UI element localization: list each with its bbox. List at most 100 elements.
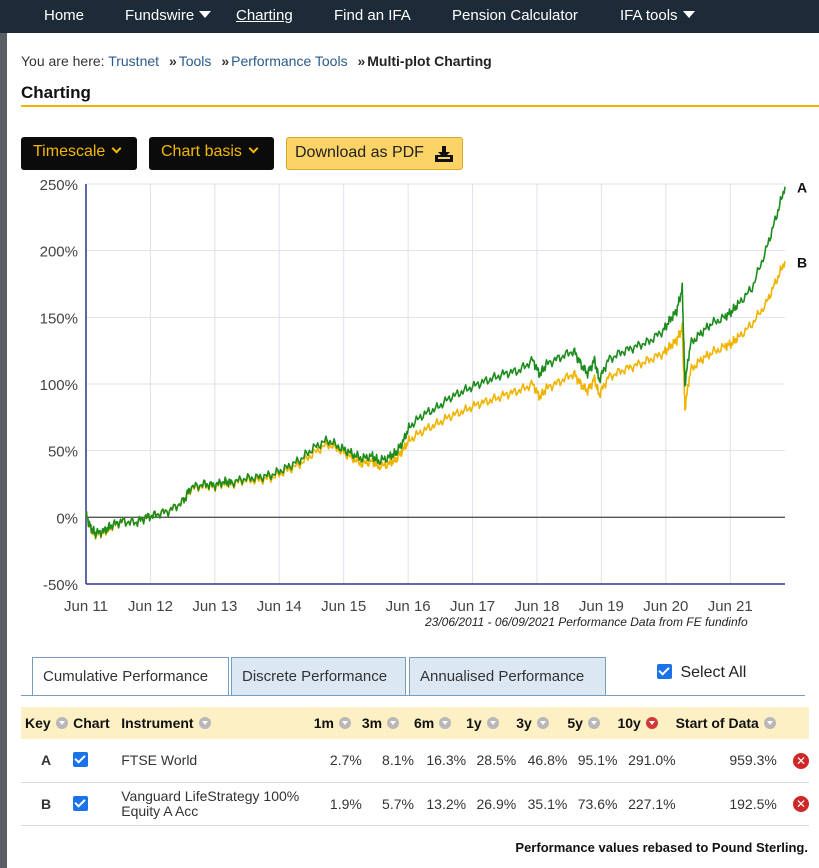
breadcrumb-link-trustnet[interactable]: Trustnet — [108, 53, 160, 69]
col-1m-label: 1m — [313, 715, 334, 731]
row-instrument[interactable]: FTSE World — [121, 739, 314, 783]
nav-pension-calculator[interactable]: Pension Calculator — [452, 7, 578, 24]
chevron-down-icon — [248, 143, 259, 154]
row-instrument[interactable]: Vanguard LifeStrategy 100% Equity A Acc — [121, 782, 314, 826]
nav-home[interactable]: Home — [44, 7, 84, 24]
tab-annualised-performance[interactable]: Annualised Performance — [409, 657, 606, 696]
chart-grid — [85, 183, 785, 585]
row-3y: 46.8% — [516, 739, 568, 783]
row-chart-cell — [73, 739, 122, 783]
nav-ifa-tools-label: IFA tools — [620, 7, 678, 24]
x-tick-label: Jun 15 — [321, 598, 366, 613]
nav-home-label: Home — [44, 7, 85, 24]
row-3y: 35.1% — [516, 782, 568, 826]
instrument-name[interactable]: FTSE World — [121, 751, 198, 768]
performance-table: Key Chart Instrument 1m 3m 6m 1y 3y 5y 1… — [21, 707, 809, 826]
sort-active-icon — [645, 717, 658, 729]
select-all-checkbox[interactable] — [657, 664, 672, 679]
breadcrumb: You are here: Trustnet » Tools » Performan… — [21, 53, 492, 69]
instrument-name-line2[interactable]: Equity A Acc — [121, 802, 199, 819]
row-3m: 8.1% — [361, 739, 414, 783]
nav-charting-label: Charting — [236, 7, 293, 24]
col-3m-label: 3m — [361, 715, 383, 731]
tab-discrete-performance[interactable]: Discrete Performance — [231, 657, 406, 696]
row-6m: 13.2% — [413, 782, 467, 826]
tab-divider — [21, 695, 805, 696]
col-1y-label: 1y — [466, 715, 482, 731]
x-tick-label: Jun 13 — [192, 598, 237, 613]
col-1y[interactable]: 1y — [466, 707, 517, 739]
chart-toggle-checkbox[interactable] — [73, 752, 89, 768]
col-10y[interactable]: 10y — [617, 707, 676, 739]
col-3m[interactable]: 3m — [361, 707, 414, 739]
chevron-down-icon — [199, 11, 212, 18]
col-6m[interactable]: 6m — [413, 707, 467, 739]
col-key[interactable]: Key — [21, 707, 74, 739]
row-key: B — [21, 782, 74, 826]
nav-ifa-tools[interactable]: IFA tools — [620, 7, 695, 24]
y-tick-label: 150% — [40, 310, 78, 327]
row-10y: 227.1% — [617, 782, 676, 826]
row-chart-cell — [73, 782, 122, 826]
nav-fundswire-label: Fundswire — [125, 7, 195, 24]
timescale-button[interactable]: Timescale — [21, 137, 137, 170]
x-tick-label: Jun 16 — [386, 598, 431, 613]
x-tick-label: Jun 17 — [450, 598, 495, 613]
col-start-of-data-label: Start of Data — [675, 715, 759, 731]
tab-cumulative-performance[interactable]: Cumulative Performance — [32, 657, 229, 696]
nav-find-an-ifa[interactable]: Find an IFA — [334, 7, 411, 24]
row-start-of-data: 192.5% — [675, 782, 777, 826]
sort-icon — [439, 717, 452, 729]
nav-find-an-ifa-label: Find an IFA — [334, 7, 411, 24]
col-start-of-data[interactable]: Start of Data — [675, 707, 777, 739]
chart-basis-button[interactable]: Chart basis — [149, 137, 274, 170]
instrument-name[interactable]: Vanguard LifeStrategy 100% — [121, 787, 300, 804]
row-start-of-data: 959.3% — [675, 739, 777, 783]
sort-icon — [763, 717, 776, 729]
select-all-control[interactable]: Select All — [657, 664, 746, 682]
row-remove-cell: ✕ — [776, 782, 809, 826]
series-end-label: A — [797, 180, 807, 196]
remove-icon[interactable]: ✕ — [793, 752, 809, 769]
remove-icon[interactable]: ✕ — [793, 796, 809, 812]
x-tick-label: Jun 18 — [514, 598, 559, 613]
nav-charting[interactable]: Charting — [236, 7, 293, 24]
breadcrumb-link-tools[interactable]: Tools — [178, 53, 212, 69]
chart-labels: Jun 11 Jun 12 Jun 13 Jun 14 Jun 15 Jun 16 Jun … — [40, 177, 808, 613]
download-pdf-label: Download as PDF — [295, 144, 424, 161]
row-3m: 5.7% — [361, 782, 414, 826]
row-1y: 26.9% — [466, 782, 517, 826]
x-tick-label: Jun 21 — [708, 598, 753, 613]
table-row: A FTSE World 2.7% 8.1% 16.3% 28.5% 46.8%… — [21, 739, 809, 783]
col-10y-label: 10y — [617, 715, 641, 731]
page-title: Charting — [21, 83, 91, 102]
chevron-down-icon — [111, 143, 122, 154]
breadcrumb-separator: » — [221, 53, 230, 69]
nav-pension-calculator-label: Pension Calculator — [452, 7, 578, 24]
table-header-row: Key Chart Instrument 1m 3m 6m 1y 3y 5y 1… — [21, 707, 809, 739]
timescale-label: Timescale — [33, 143, 106, 160]
nav-fundswire[interactable]: Fundswire — [125, 7, 212, 24]
series-end-label: B — [797, 254, 807, 270]
sort-icon — [536, 717, 549, 729]
col-5y[interactable]: 5y — [567, 707, 618, 739]
breadcrumb-prefix: You are here: — [21, 53, 105, 69]
sort-icon — [486, 717, 499, 729]
tab-label: Annualised Performance — [420, 668, 585, 685]
breadcrumb-link-performance-tools[interactable]: Performance Tools — [231, 53, 348, 69]
x-tick-label: Jun 19 — [579, 598, 624, 613]
col-instrument[interactable]: Instrument — [121, 707, 314, 739]
tab-label: Cumulative Performance — [43, 668, 209, 685]
chart-toggle-checkbox[interactable] — [73, 795, 89, 811]
tab-label: Discrete Performance — [242, 668, 388, 685]
download-pdf-button[interactable]: Download as PDF — [286, 137, 463, 170]
row-6m: 16.3% — [413, 739, 467, 783]
row-key: A — [21, 739, 74, 783]
table-row: B Vanguard LifeStrategy 100% Equity A Acc… — [21, 782, 809, 826]
col-3y[interactable]: 3y — [516, 707, 568, 739]
select-all-label: Select All — [680, 664, 747, 681]
breadcrumb-separator: » — [357, 53, 366, 69]
col-1m[interactable]: 1m — [313, 707, 362, 739]
col-6m-label: 6m — [413, 715, 435, 731]
top-navigation: Home Fundswire Charting Find an IFA Pens… — [0, 0, 819, 33]
